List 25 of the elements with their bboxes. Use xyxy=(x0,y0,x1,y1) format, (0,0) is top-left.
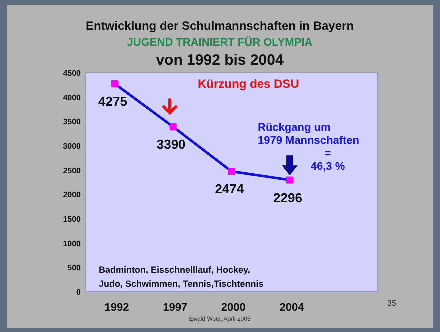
x-tick-label: 1992 xyxy=(104,302,130,314)
x-tick-label: 1997 xyxy=(163,302,188,314)
y-tick-label: 4000 xyxy=(63,93,82,102)
x-tick-label: 2004 xyxy=(280,302,306,314)
y-tick-label: 3000 xyxy=(63,142,82,151)
x-tick-label: 2000 xyxy=(221,302,246,314)
y-tick-label: 3500 xyxy=(63,118,82,127)
y-tick-label: 500 xyxy=(68,264,82,273)
annotation: Kürzung des DSU xyxy=(198,77,300,91)
data-label: 2296 xyxy=(274,190,302,206)
data-label: 2474 xyxy=(215,182,245,197)
chart-title: Entwicklung der Schulmannschaften in Bayern xyxy=(86,19,354,33)
text: 35 xyxy=(388,299,397,308)
y-tick-label: 2000 xyxy=(63,190,82,200)
y-tick-label: 2500 xyxy=(63,166,82,176)
y-tick-label: 0 xyxy=(76,288,82,297)
annotation: Rückgang um 1979 Mannschaften = 46,3 % xyxy=(258,122,360,173)
data-label: 4275 xyxy=(98,94,128,109)
chart-subtitle: JUGEND TRAINIERT FÜR OLYMPIA xyxy=(127,36,313,49)
y-tick-label: 1000 xyxy=(63,239,82,248)
text: von 1992 bis 2004 xyxy=(156,52,284,69)
annotation: Badminton, Eisschnelllauf, Hockey, Judo, Schwimmen, Tennis,Tischtennis xyxy=(99,265,264,289)
y-tick-label: 1500 xyxy=(63,215,82,224)
data-label: 3390 xyxy=(156,137,186,152)
y-tick-label: 4500 xyxy=(63,69,82,78)
